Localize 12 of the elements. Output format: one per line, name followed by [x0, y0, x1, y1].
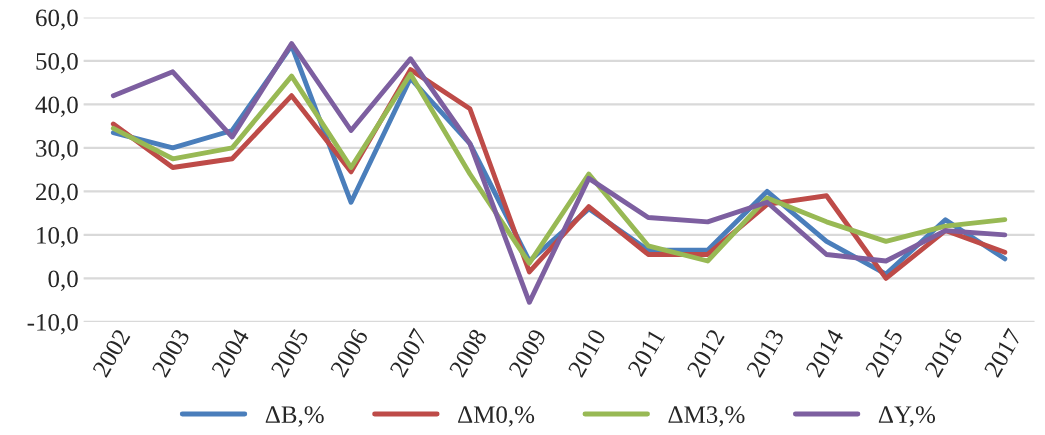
y-tick-label: 60,0 [36, 9, 78, 30]
y-tick-label: -10,0 [27, 313, 78, 335]
y-tick-label: 10,0 [37, 226, 78, 248]
legend-label: ΔB,% [265, 406, 324, 427]
y-tick-label: 30,0 [36, 139, 78, 161]
y-tick-label: 50,0 [36, 52, 78, 74]
y-tick-label: 0,0 [48, 270, 78, 291]
legend-label: ΔM3,% [668, 406, 745, 427]
y-tick-label: 40,0 [35, 96, 78, 117]
y-tick-label: 20,0 [36, 183, 78, 204]
legend-label: ΔM0,% [458, 406, 535, 427]
legend-label: ΔY,% [878, 406, 936, 427]
